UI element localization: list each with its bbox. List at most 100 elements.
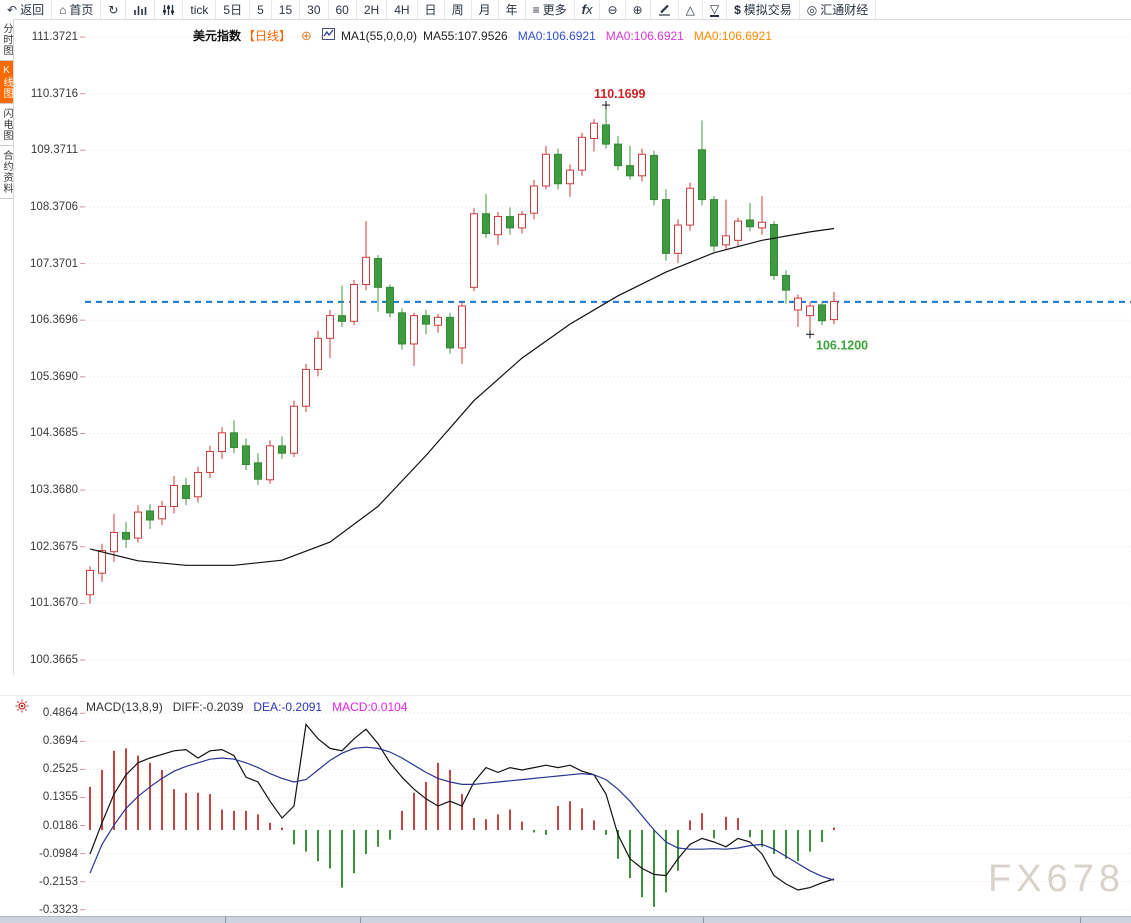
candle-body bbox=[86, 569, 94, 596]
time-axis-bar[interactable] bbox=[0, 916, 1131, 923]
candle-body bbox=[494, 216, 502, 236]
main-axis-label: 107.3701 bbox=[30, 257, 78, 270]
candle-body bbox=[758, 221, 766, 229]
candle-body bbox=[614, 143, 622, 167]
indicator-add-icon[interactable]: ⊕ bbox=[301, 27, 312, 43]
toolbar-item-label: 年 bbox=[505, 3, 518, 17]
toolbar-item-label: tick bbox=[190, 2, 209, 17]
zoom-in-button[interactable]: ⊕ bbox=[626, 0, 651, 19]
mini-chart-icon[interactable] bbox=[321, 28, 335, 43]
main-axis-label: 110.3716 bbox=[30, 87, 78, 100]
ma55-value: MA55:107.9526 bbox=[422, 28, 508, 43]
macd-axis-label: -0.2153 bbox=[38, 875, 78, 888]
candle-body bbox=[254, 462, 262, 480]
candle-body bbox=[710, 199, 718, 247]
candle-body bbox=[782, 274, 790, 291]
toolbar-item-label: 日 bbox=[424, 3, 437, 17]
candle-body bbox=[170, 484, 178, 507]
tab-60m[interactable]: 60 bbox=[329, 0, 357, 19]
fx-indicator-button[interactable]: fx bbox=[575, 0, 601, 19]
tab-30m[interactable]: 30 bbox=[300, 0, 329, 19]
macd-settings-icon[interactable] bbox=[15, 699, 29, 718]
zoom-out-icon: ⊖ bbox=[607, 2, 618, 17]
tab-week[interactable]: 周 bbox=[445, 0, 472, 19]
candle-body bbox=[770, 223, 778, 276]
sidebar-tab-flash[interactable]: 闪电图 bbox=[0, 104, 13, 146]
triangle-down-button[interactable]: ▽ bbox=[703, 0, 728, 19]
candle-body bbox=[410, 315, 418, 345]
main-axis-label: 106.3696 bbox=[30, 314, 78, 327]
tab-5d[interactable]: 5日 bbox=[216, 0, 251, 19]
chart-bars-icon bbox=[133, 4, 147, 16]
more-button[interactable]: ≡ 更多 bbox=[526, 0, 575, 19]
main-axis-label: 103.3680 bbox=[30, 484, 78, 497]
draw-button[interactable] bbox=[651, 0, 679, 19]
macd-axis-label: -0.3323 bbox=[38, 903, 78, 916]
tab-5m[interactable]: 5 bbox=[250, 0, 272, 19]
period-label: 【日线】 bbox=[243, 29, 292, 43]
symbol-name: 美元指数 bbox=[193, 29, 242, 43]
candle-body bbox=[158, 505, 166, 520]
watermark-fx678: FX678 bbox=[988, 858, 1125, 900]
candle-body bbox=[230, 432, 238, 449]
time-axis-divider bbox=[360, 917, 361, 923]
candle-body bbox=[554, 153, 562, 185]
sidebar-tab-contract[interactable]: 合约资料 bbox=[0, 146, 13, 199]
candle-body bbox=[314, 337, 322, 370]
sidebar-tab-timeshare[interactable]: 分时图 bbox=[0, 19, 13, 61]
candle-body bbox=[374, 257, 382, 288]
toolbar-item-label: 5 bbox=[257, 2, 264, 17]
candle-body bbox=[518, 213, 526, 229]
candle-body bbox=[134, 511, 142, 539]
toolbar-item-label: 5日 bbox=[223, 3, 243, 17]
candle-body bbox=[290, 405, 298, 454]
candle-body bbox=[542, 153, 550, 187]
tab-day[interactable]: 日 bbox=[418, 0, 445, 19]
main-chart-header: 美元指数 【日线】 ⊕ MA1(55,0,0,0) MA55:107.9526 … bbox=[193, 27, 772, 44]
tab-month[interactable]: 月 bbox=[472, 0, 499, 19]
chart-type-button[interactable] bbox=[126, 0, 156, 19]
huitong-button[interactable]: ◎ 汇通财经 bbox=[800, 0, 877, 19]
candle-body bbox=[746, 219, 754, 228]
toolbar-item-label: 30 bbox=[307, 2, 321, 17]
candle-body bbox=[278, 445, 286, 454]
macd-axis-label: 0.1355 bbox=[42, 791, 78, 804]
tab-15m[interactable]: 15 bbox=[272, 0, 301, 19]
toolbar-item-label: 首页 bbox=[69, 3, 94, 17]
zoom-out-button[interactable]: ⊖ bbox=[600, 0, 626, 19]
dollar-icon: $ bbox=[734, 2, 741, 17]
indicator-settings-button[interactable] bbox=[155, 0, 184, 19]
candle-body bbox=[242, 445, 250, 466]
refresh-button[interactable]: ↻ bbox=[101, 0, 127, 19]
ma0-orange-value: MA0:106.6921 bbox=[693, 28, 772, 43]
toolbar-item-label: 汇通财经 bbox=[820, 3, 869, 17]
back-button[interactable]: ↶ 返回 bbox=[0, 0, 53, 19]
time-axis-divider bbox=[225, 917, 226, 923]
macd-diff-value: DIFF:-0.2039 bbox=[172, 700, 244, 714]
home-icon: ⌂ bbox=[59, 2, 67, 17]
macd-dea-line bbox=[89, 746, 835, 881]
fx-icon: fx bbox=[581, 2, 593, 17]
tab-year[interactable]: 年 bbox=[499, 0, 526, 19]
tab-tick[interactable]: tick bbox=[183, 0, 217, 19]
sliders-icon bbox=[162, 4, 175, 16]
back-arrow-icon: ↶ bbox=[7, 2, 18, 17]
tab-4h[interactable]: 4H bbox=[387, 0, 418, 19]
macd-axis-label: 0.4864 bbox=[42, 707, 78, 720]
candle-body bbox=[194, 471, 202, 498]
toolbar-item-label: 更多 bbox=[542, 3, 567, 17]
toolbar-item-label: 60 bbox=[335, 2, 349, 17]
candle-body bbox=[434, 316, 442, 326]
home-button[interactable]: ⌂ 首页 bbox=[52, 0, 102, 19]
tab-2h[interactable]: 2H bbox=[357, 0, 388, 19]
triangle-up-button[interactable]: △ bbox=[679, 0, 703, 19]
candle-body bbox=[602, 124, 610, 145]
ma55-line bbox=[89, 227, 835, 566]
ma0-blue-value: MA0:106.6921 bbox=[517, 28, 596, 43]
candle-body bbox=[398, 312, 406, 345]
macd-axis-label: 0.2525 bbox=[42, 763, 78, 776]
sidebar-tab-kline[interactable]: K线图 bbox=[0, 61, 13, 104]
sim-trading-button[interactable]: $ 模拟交易 bbox=[727, 0, 800, 19]
